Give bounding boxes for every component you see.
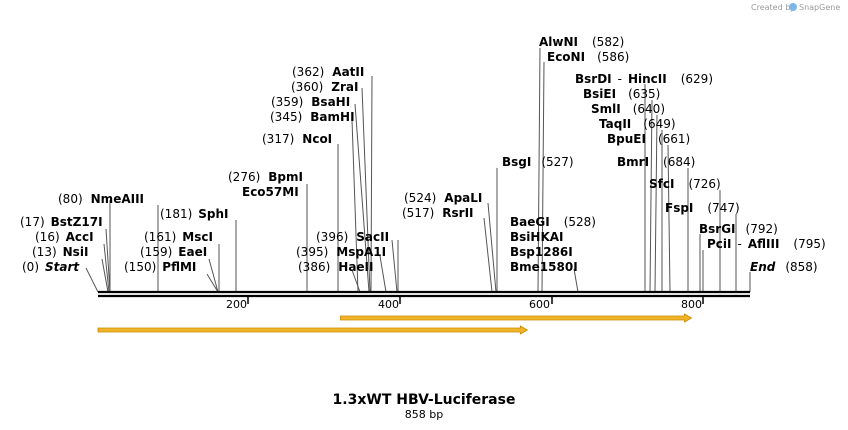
site-bamhi[interactable]: (345) BamHI: [270, 110, 355, 124]
site-bsrgi[interactable]: BsrGI (792): [699, 222, 778, 236]
site-bsgi[interactable]: BsgI (527): [502, 155, 574, 169]
site-sphi[interactable]: (181) SphI: [160, 207, 229, 221]
site-haeii[interactable]: (386) HaeII: [298, 260, 374, 274]
site-zrai[interactable]: (360) ZraI: [291, 80, 358, 94]
map-title: 1.3xWT HBV-Luciferase: [333, 392, 516, 408]
leader-acci: [103, 243, 110, 293]
leader-bstz17i: [105, 228, 111, 293]
leader-pflmi-b: [206, 273, 219, 293]
site-pflmi[interactable]: (150) PflMI: [124, 260, 196, 274]
tick-label-800: 800: [681, 298, 702, 311]
site-msci[interactable]: (161) MscI: [144, 230, 213, 244]
map-length: 858 bp: [405, 408, 443, 421]
site-bpmi[interactable]: (276) BpmI: [228, 170, 303, 184]
site-eaei[interactable]: (159) EaeI: [140, 245, 207, 259]
site-pcii-afliii[interactable]: PciI - AflIII (795): [707, 237, 826, 251]
site-sfci[interactable]: SfcI (726): [649, 177, 721, 191]
site-bpuei[interactable]: BpuEI (661): [607, 132, 690, 146]
tick-label-600: 600: [529, 298, 550, 311]
site-bstz17i[interactable]: (17) BstZ17I: [20, 215, 103, 229]
leader-alwni: [537, 47, 541, 293]
leader-smli: [654, 114, 658, 293]
site-smli[interactable]: SmlI (640): [591, 102, 665, 116]
site-bsp1286i[interactable]: Bsp1286I: [510, 245, 573, 259]
leader-eaei: [208, 258, 219, 293]
scale: 200 400 600 800: [226, 297, 704, 311]
site-bme1580i[interactable]: Bme1580I: [510, 260, 578, 274]
leader-bme1580i: [573, 268, 579, 293]
site-bsihkai[interactable]: BsiHKAI: [510, 230, 564, 244]
site-bsiei[interactable]: BsiEI (635): [583, 87, 660, 101]
credit-brand: SnapGene: [799, 3, 840, 12]
end-label: End (858): [750, 260, 818, 274]
leader-zrai: [361, 87, 371, 293]
leader-nsii: [101, 258, 109, 293]
site-ncoi[interactable]: (317) NcoI: [262, 132, 332, 146]
site-bsrdi-hincii[interactable]: BsrDI - HincII (629): [575, 72, 713, 86]
leader-sacii: [391, 239, 398, 293]
leader-aatii: [370, 75, 373, 293]
site-nmeaiii[interactable]: (80) NmeAIII: [58, 192, 144, 206]
site-sacii[interactable]: (396) SacII: [316, 230, 389, 244]
site-alwni[interactable]: AlwNI (582): [539, 35, 624, 49]
leader-start: [85, 267, 99, 293]
site-mspa1i[interactable]: (395) MspA1I: [296, 245, 386, 259]
tick-label-200: 200: [226, 298, 247, 311]
tick-label-400: 400: [378, 298, 399, 311]
snapgene-logo-icon: [789, 3, 797, 11]
start-label: (0) Start: [22, 260, 80, 274]
site-nsii[interactable]: (13) NsiI: [32, 245, 88, 259]
site-apali[interactable]: (524) ApaLI: [404, 191, 482, 205]
leader-bpuei: [667, 144, 671, 293]
site-eco57mi[interactable]: Eco57MI: [242, 185, 299, 199]
site-fspi[interactable]: FspI (747): [665, 201, 740, 215]
feature-2-arrow[interactable]: [340, 313, 693, 323]
feature-1-arrow[interactable]: [97, 325, 529, 335]
leader-econi: [541, 61, 545, 293]
site-bsahi[interactable]: (359) BsaHI: [271, 95, 350, 109]
features: [97, 313, 693, 335]
leader-haeii: [351, 269, 361, 293]
site-leaders: [85, 47, 751, 293]
site-aatii[interactable]: (362) AatII: [292, 65, 364, 79]
leader-rsrii: [483, 217, 493, 293]
site-baegi[interactable]: BaeGI (528): [510, 215, 596, 229]
site-econi[interactable]: EcoNI (586): [547, 50, 629, 64]
site-bmri[interactable]: BmrI (684): [617, 155, 695, 169]
site-acci[interactable]: (16) AccI: [35, 230, 94, 244]
site-rsrii[interactable]: (517) RsrII: [402, 206, 474, 220]
leader-bsahi: [354, 103, 370, 293]
leader-mspa1i: [379, 255, 387, 293]
site-taqii[interactable]: TaqII (649): [599, 117, 676, 131]
leader-bsiei: [649, 99, 653, 293]
leader-bamhi: [351, 119, 359, 293]
credit-prefix: Created by: [751, 3, 795, 12]
backbone: [98, 290, 750, 298]
leader-apali: [487, 202, 497, 293]
